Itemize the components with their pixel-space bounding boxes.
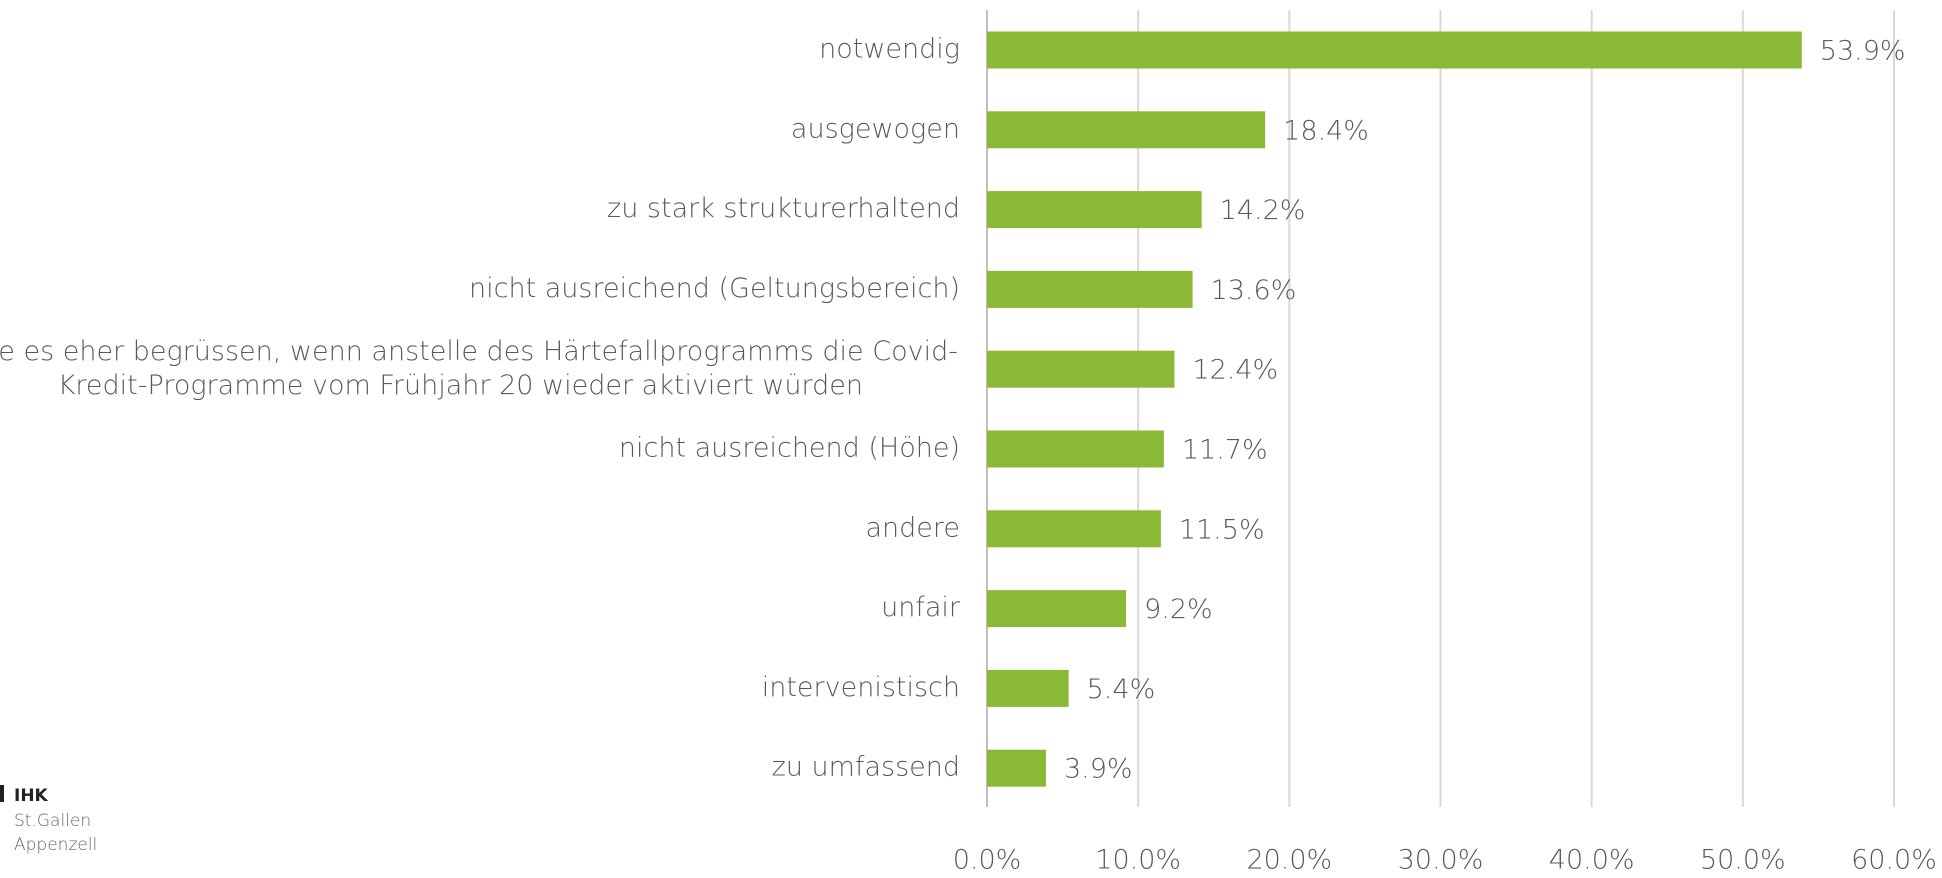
- x-tick-label: 40.0%: [1549, 845, 1635, 875]
- logo-text: Appenzell: [14, 835, 97, 855]
- y-tick-label: unfair: [881, 592, 961, 623]
- logo-mark: [0, 785, 4, 802]
- value-label: 53.9%: [1820, 36, 1906, 67]
- value-label: 13.6%: [1211, 275, 1297, 306]
- y-tick-label: nicht ausreichend (Höhe): [619, 433, 960, 464]
- bar: [987, 430, 1164, 468]
- value-label: 9.2%: [1144, 594, 1213, 625]
- value-label: 3.9%: [1064, 754, 1133, 785]
- logo-text: IHK: [14, 786, 49, 806]
- bar: [987, 350, 1175, 388]
- value-label: 11.7%: [1182, 435, 1268, 466]
- x-tick-label: 0.0%: [953, 845, 1022, 875]
- x-tick-label: 60.0%: [1851, 845, 1937, 875]
- y-tick-label: nicht ausreichend (Geltungsbereich): [469, 273, 960, 304]
- bar: [987, 270, 1193, 308]
- y-tick-label: notwendig: [819, 34, 960, 65]
- y-tick-label: andere: [865, 512, 960, 543]
- bar: [987, 31, 1802, 69]
- value-label: 12.4%: [1192, 355, 1278, 386]
- y-tick-label: würde es eher begrüssen, wenn anstelle d…: [0, 336, 958, 401]
- bar: [987, 191, 1202, 229]
- y-tick-label: zu stark strukturerhaltend: [607, 193, 960, 224]
- logo: IHK St.Gallen Appenzell: [0, 785, 97, 855]
- bar: [987, 111, 1266, 149]
- value-label: 18.4%: [1283, 115, 1369, 146]
- y-tick-label: ausgewogen: [791, 113, 960, 144]
- y-tick-label: intervenistisch: [762, 672, 960, 703]
- x-tick-label: 20.0%: [1246, 845, 1332, 875]
- x-tick-label: 30.0%: [1398, 845, 1484, 875]
- y-tick-label: zu umfassend: [772, 752, 960, 783]
- x-tick-label: 50.0%: [1700, 845, 1786, 875]
- value-label: 14.2%: [1220, 195, 1306, 226]
- label-line: würde es eher begrüssen, wenn anstelle d…: [0, 336, 958, 367]
- label-line: Kredit-Programme vom Frühjahr 20 wieder …: [58, 370, 863, 401]
- value-label: 11.5%: [1179, 514, 1265, 545]
- value-label: 5.4%: [1087, 674, 1156, 705]
- bar: [987, 510, 1161, 548]
- bar: [987, 590, 1127, 628]
- logo-text: St.Gallen: [14, 811, 91, 831]
- x-tick-label: 10.0%: [1095, 845, 1181, 875]
- bar: [987, 749, 1046, 787]
- bar: [987, 669, 1069, 707]
